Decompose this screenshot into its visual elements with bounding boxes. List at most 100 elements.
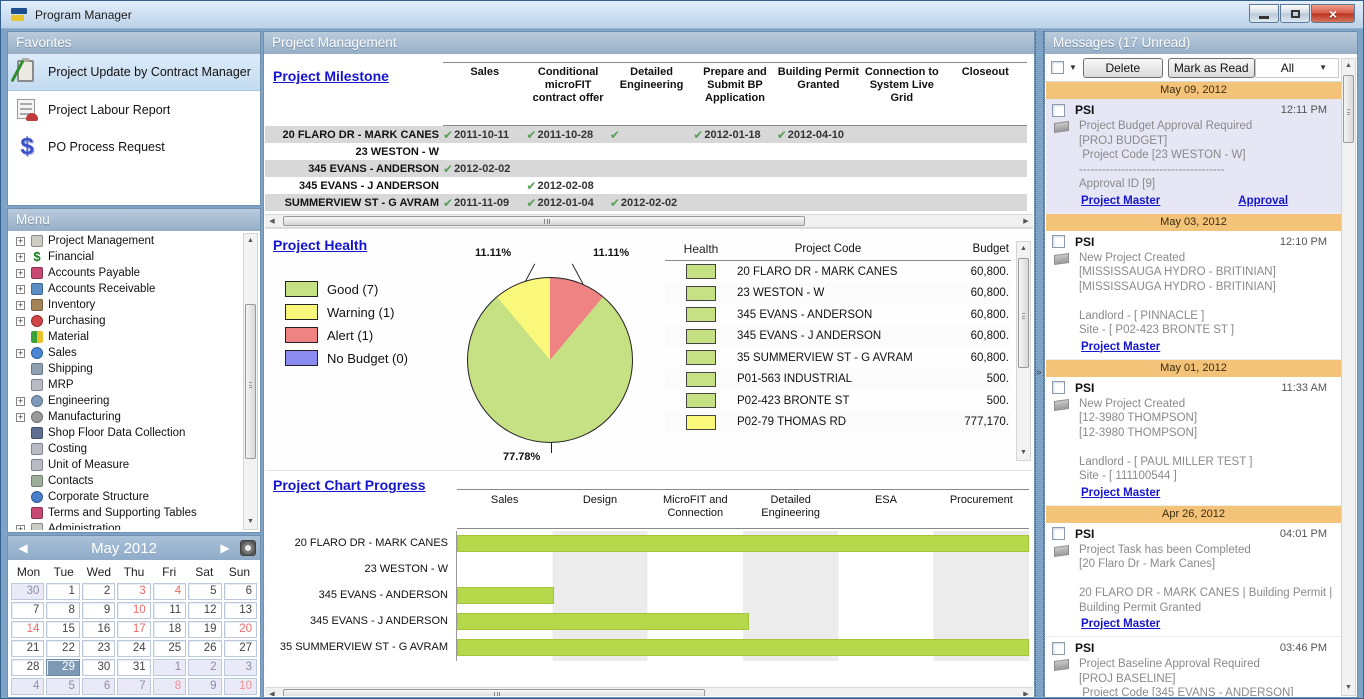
calendar-day-cell[interactable]: 5 xyxy=(46,678,80,695)
message-link[interactable]: Project Master xyxy=(1081,486,1161,499)
progress-row[interactable]: 345 EVANS - J ANDERSON xyxy=(265,609,1029,635)
calendar-day-cell[interactable]: 3 xyxy=(223,659,257,676)
scroll-right-icon[interactable]: ▶ xyxy=(1023,691,1029,696)
calendar-day-cell[interactable]: 26 xyxy=(188,640,222,657)
calendar-day-cell[interactable]: 27 xyxy=(223,640,257,657)
menu-tree-item[interactable]: Terms and Supporting Tables xyxy=(10,505,242,521)
scroll-left-icon[interactable]: ◀ xyxy=(269,218,275,225)
expand-icon[interactable]: + xyxy=(16,299,25,310)
calendar-day-cell[interactable]: 15 xyxy=(46,621,80,638)
milestone-row[interactable]: 23 WESTON - W xyxy=(265,143,1027,160)
expand-icon[interactable] xyxy=(16,509,25,518)
close-button[interactable]: × xyxy=(1311,4,1355,23)
gear-icon[interactable] xyxy=(240,540,256,556)
menu-tree-item[interactable]: + Manufacturing xyxy=(10,409,242,425)
scroll-up-icon[interactable]: ▲ xyxy=(1020,245,1027,252)
expand-icon[interactable] xyxy=(16,365,25,374)
calendar-day-cell[interactable]: 1 xyxy=(46,583,80,600)
favorite-item[interactable]: Project Update by Contract Manager xyxy=(8,54,260,91)
menu-tree-item[interactable]: + Inventory xyxy=(10,297,242,313)
progress-hscrollbar[interactable]: ◀ ▶ xyxy=(265,687,1033,696)
message-checkbox[interactable] xyxy=(1052,381,1065,394)
calendar-day-cell[interactable]: 12 xyxy=(188,602,222,619)
project-chart-progress-link[interactable]: Project Chart Progress xyxy=(273,477,426,493)
calendar-day-cell[interactable]: 9 xyxy=(188,678,222,695)
milestone-row[interactable]: 20 FLARO DR - MARK CANES ✔ 2011-10-11 xyxy=(265,126,1027,143)
calendar-day-cell[interactable]: 1 xyxy=(152,659,187,676)
menu-tree-item[interactable]: MRP xyxy=(10,377,242,393)
menu-tree-item[interactable]: + Purchasing xyxy=(10,313,242,329)
calendar-day-cell[interactable]: 30 xyxy=(11,583,45,600)
calendar-day-cell[interactable]: 10 xyxy=(223,678,257,695)
milestone-row[interactable]: 345 EVANS - J ANDERSON xyxy=(265,177,1027,194)
calendar-day-cell[interactable]: 16 xyxy=(81,621,116,638)
message-link[interactable]: Project Master xyxy=(1081,618,1161,630)
menu-tree-item[interactable]: + Engineering xyxy=(10,393,242,409)
menu-tree-item[interactable]: Shop Floor Data Collection xyxy=(10,425,242,441)
calendar-day-cell[interactable]: 8 xyxy=(152,678,187,695)
calendar-day-cell[interactable]: 9 xyxy=(81,602,116,619)
delete-button[interactable]: Delete xyxy=(1082,57,1163,78)
calendar-day-cell[interactable]: 21 xyxy=(11,640,45,657)
project-health-link[interactable]: Project Health xyxy=(273,237,368,253)
filter-dropdown[interactable]: All ▼ xyxy=(1254,57,1339,78)
calendar-day-cell[interactable]: 6 xyxy=(81,678,116,695)
menu-tree-item[interactable]: Material xyxy=(10,329,242,345)
milestone-hscrollbar-thumb[interactable] xyxy=(283,216,806,226)
menu-tree-item[interactable]: Shipping xyxy=(10,361,242,377)
expand-icon[interactable]: + xyxy=(16,283,25,294)
menu-tree-item[interactable]: + Administration xyxy=(10,521,242,530)
calendar-day-cell[interactable]: 18 xyxy=(152,621,187,638)
calendar-day-cell[interactable]: 7 xyxy=(117,678,151,695)
expand-icon[interactable] xyxy=(16,445,25,454)
calendar-day-cell[interactable]: 25 xyxy=(152,640,187,657)
progress-row[interactable]: 345 EVANS - ANDERSON xyxy=(265,583,1029,609)
progress-hscrollbar-thumb[interactable] xyxy=(283,689,706,696)
scroll-down-icon[interactable]: ▼ xyxy=(247,518,254,525)
calendar-day-cell[interactable]: 22 xyxy=(46,640,80,657)
calendar-day-cell[interactable]: 11 xyxy=(152,602,187,619)
progress-row[interactable]: 23 WESTON - W xyxy=(265,557,1029,583)
menu-tree-item[interactable]: + Project Management xyxy=(10,233,242,249)
health-table-row[interactable]: 35 SUMMERVIEW ST - G AVRAM 60,800. xyxy=(665,347,1011,369)
scroll-down-icon[interactable]: ▼ xyxy=(1020,449,1027,456)
project-milestone-link[interactable]: Project Milestone xyxy=(273,68,389,84)
message-link[interactable]: Project Master xyxy=(1081,194,1161,207)
message-link[interactable]: Project Master xyxy=(1081,340,1161,353)
calendar-day-cell[interactable]: 13 xyxy=(223,602,257,619)
calendar-day-cell[interactable]: 4 xyxy=(11,678,45,695)
health-scrollbar[interactable]: ▲ ▼ xyxy=(1016,241,1031,461)
calendar-day-cell[interactable]: 28 xyxy=(11,659,45,676)
expand-icon[interactable]: + xyxy=(16,411,25,422)
chevron-down-icon[interactable]: ▼ xyxy=(1069,63,1077,72)
calendar-day-cell[interactable]: 6 xyxy=(223,583,257,600)
minimize-button[interactable] xyxy=(1249,4,1279,23)
calendar-day-cell[interactable]: 4 xyxy=(152,583,187,600)
expand-icon[interactable]: + xyxy=(16,347,25,358)
panel-splitter[interactable]: » xyxy=(1035,31,1044,696)
health-scrollbar-thumb[interactable] xyxy=(1018,258,1029,368)
calendar-day-cell[interactable]: 3 xyxy=(117,583,151,600)
calendar-day-cell[interactable]: 14 xyxy=(11,621,45,638)
calendar-day-cell[interactable]: 2 xyxy=(81,583,116,600)
message-checkbox[interactable] xyxy=(1052,641,1065,655)
calendar-day-cell[interactable]: 20 xyxy=(223,621,257,638)
calendar-prev-icon[interactable]: ◀ xyxy=(18,541,28,555)
calendar-day-cell[interactable]: 30 xyxy=(81,659,116,676)
restore-button[interactable] xyxy=(1280,4,1310,23)
scroll-right-icon[interactable]: ▶ xyxy=(1023,218,1029,225)
calendar-day-cell[interactable]: 24 xyxy=(117,640,151,657)
expand-icon[interactable]: + xyxy=(16,315,25,326)
messages-scrollbar[interactable]: ▲ ▼ xyxy=(1341,58,1356,696)
expand-icon[interactable] xyxy=(16,429,25,438)
expand-icon[interactable] xyxy=(16,381,25,390)
expand-icon[interactable] xyxy=(16,461,25,470)
menu-tree-item[interactable]: + Accounts Payable xyxy=(10,265,242,281)
messages-scrollbar-thumb[interactable] xyxy=(1343,75,1354,143)
health-table-row[interactable]: P02-423 BRONTE ST 500. xyxy=(665,390,1011,412)
menu-tree-item[interactable]: Contacts xyxy=(10,473,242,489)
menu-scrollbar[interactable]: ▲ ▼ xyxy=(243,233,258,530)
health-table-row[interactable]: 20 FLARO DR - MARK CANES 60,800. xyxy=(665,261,1011,283)
collapse-icon[interactable]: » xyxy=(1036,367,1042,378)
expand-icon[interactable]: + xyxy=(16,235,25,246)
